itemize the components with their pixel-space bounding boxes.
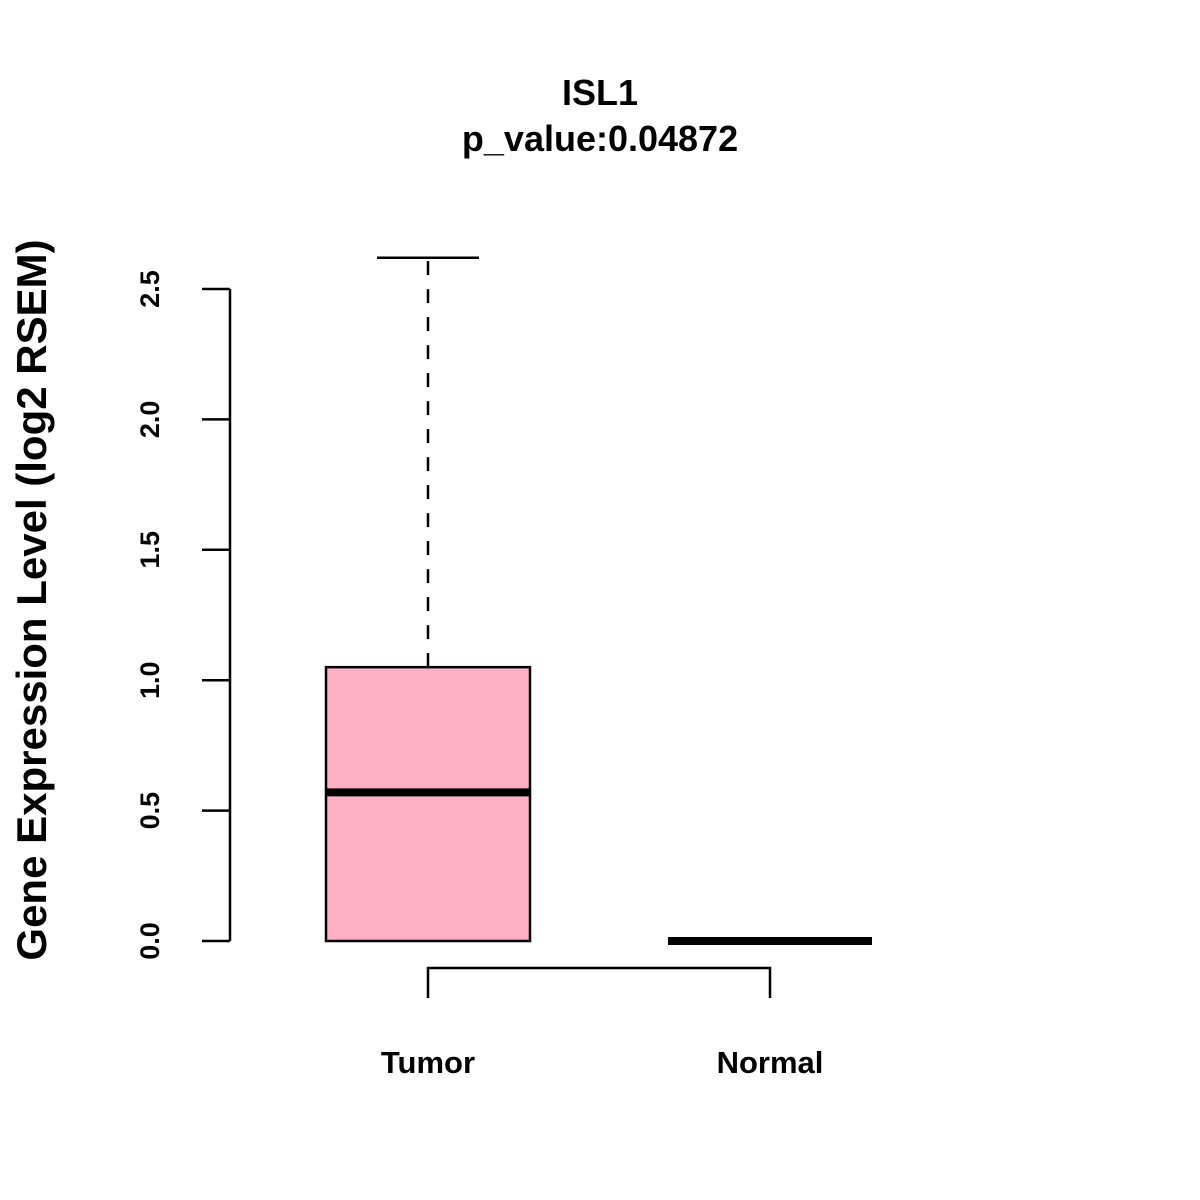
y-tick-label: 1.5 [135,531,165,569]
comparison-bracket [426,966,772,998]
y-axis: 0.0 0.5 1.0 1.5 2.0 2.5 [135,270,232,960]
y-tick-label: 1.0 [135,661,165,699]
category-label-tumor: Tumor [381,1045,475,1080]
y-tick-label: 2.0 [135,401,165,439]
y-tick-label: 0.5 [135,792,165,830]
box-iqr [324,665,532,943]
box-tumor [324,256,532,943]
chart-title: ISL1 [562,72,638,113]
y-tick-label: 2.5 [135,270,165,308]
y-tick-label: 0.0 [135,922,165,960]
y-axis-label: Gene Expression Level (log2 RSEM) [8,239,55,960]
boxes [324,256,872,945]
bracket-line [426,966,772,998]
category-label-normal: Normal [717,1045,824,1080]
chart-subtitle: p_value:0.04872 [462,118,738,159]
category-labels: Tumor Normal [381,1045,823,1080]
